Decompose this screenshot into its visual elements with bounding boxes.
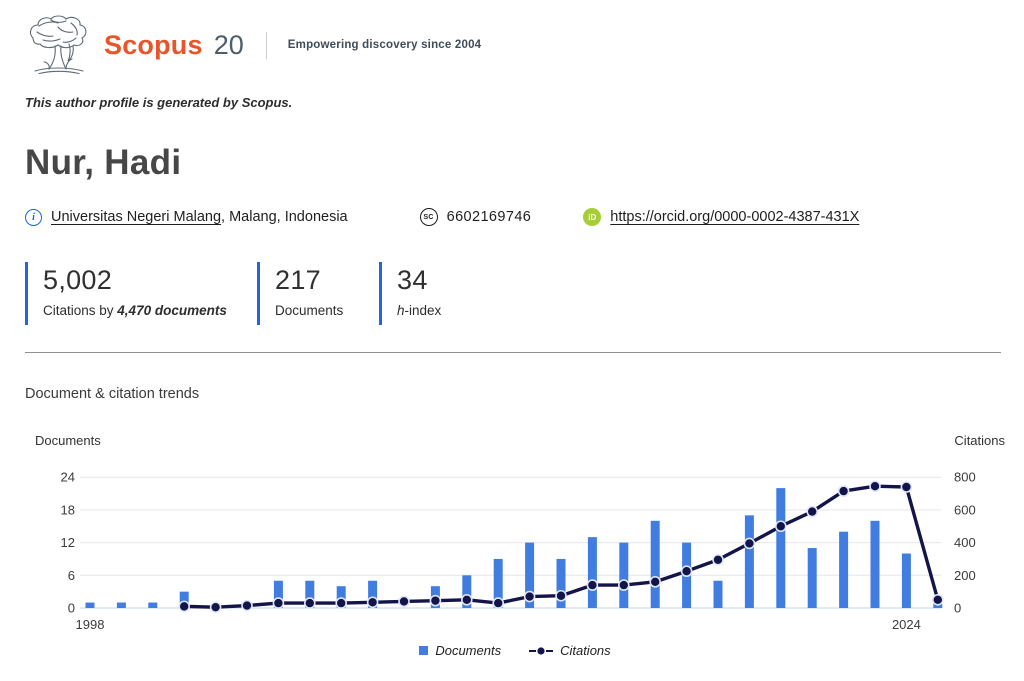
svg-text:1998: 1998 [76,617,105,632]
profile-note: This author profile is generated by Scop… [25,95,293,110]
documents-count: 217 [275,265,321,295]
svg-text:0: 0 [68,601,75,616]
axis-titles: Documents Citations [25,433,1005,448]
anniversary-badge: 20 [213,29,244,60]
author-name: Nur, Hadi [25,143,182,182]
affiliation: Universitas Negeri Malang, Malang, Indon… [51,209,348,225]
h-index-label: h-index [397,303,442,318]
chart-legend: Documents Citations [25,643,1005,658]
orcid-group: iD https://orcid.org/0000-0002-4387-431X [583,208,859,226]
left-axis-title: Documents [35,433,101,448]
svg-text:600: 600 [954,502,976,517]
section-divider [25,352,1001,353]
info-icon[interactable]: i [25,208,42,226]
affiliation-link[interactable]: Universitas Negeri Malang [51,209,222,225]
header-tagline: Empowering discovery since 2004 [287,39,482,51]
header-separator [265,31,267,59]
header: Scopus 20 Empowering discovery since 200… [25,14,1005,76]
svg-text:18: 18 [61,502,75,517]
scopus-id-group: SC 6602169746 [419,208,532,226]
elsevier-tree-logo [29,15,87,75]
citations-label: Citations by 4,470 documents [43,303,227,318]
h-index-metric: 34 h-index [379,262,441,325]
trends-section-title: Document & citation trends [25,386,200,402]
svg-text:0: 0 [954,601,961,616]
svg-text:24: 24 [61,470,75,485]
documents-metric: 217 Documents [257,262,379,325]
svg-text:400: 400 [954,535,976,550]
metrics-row: 5,002 Citations by 4,470 documents 217 D… [25,262,1005,325]
documents-legend-swatch [419,646,429,655]
legend-citations-label: Citations [560,643,611,658]
author-identifiers: i Universitas Negeri Malang, Malang, Ind… [25,208,1005,226]
scopus-id-icon: SC [419,208,438,226]
scopus-wordmark[interactable]: Scopus [104,29,203,60]
orcid-link[interactable]: https://orcid.org/0000-0002-4387-431X [610,209,860,225]
trends-chart: 0 6 12 18 24 0 200 400 600 800 1998 2024 [25,456,1005,643]
svg-text:200: 200 [954,568,976,583]
scopus-id-value: 6602169746 [446,209,532,225]
affiliation-location: , Malang, Indonesia [221,209,348,225]
svg-text:800: 800 [954,470,976,485]
h-index-count: 34 [397,265,428,295]
svg-text:6: 6 [68,568,75,583]
svg-text:2024: 2024 [892,617,921,632]
citations-count: 5,002 [43,265,113,295]
documents-label: Documents [275,303,344,318]
citations-legend-swatch [529,646,554,655]
citations-metric: 5,002 Citations by 4,470 documents [25,262,257,325]
legend-documents-label: Documents [435,643,502,658]
legend-documents: Documents [419,643,501,658]
orcid-icon: iD [583,208,602,226]
svg-text:12: 12 [61,535,75,550]
legend-citations: Citations [529,643,611,658]
right-axis-title: Citations [954,433,1005,448]
